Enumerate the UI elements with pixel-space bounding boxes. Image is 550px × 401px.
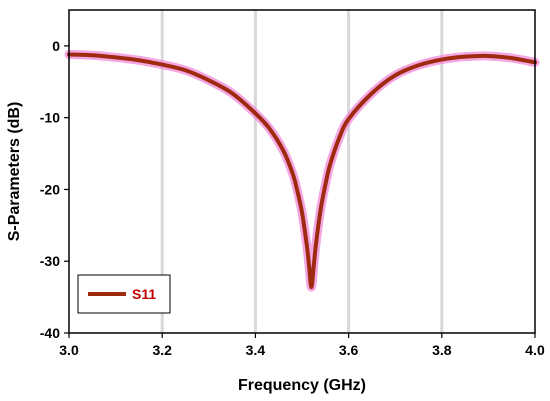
legend: S11 xyxy=(77,274,171,314)
x-tick-label: 3.4 xyxy=(246,342,266,358)
grid-lines xyxy=(160,10,444,333)
series-line-s11 xyxy=(67,52,537,290)
y-axis-title: S-Parameters (dB) xyxy=(6,102,23,242)
x-tick-label: 3.0 xyxy=(59,342,79,358)
x-tick-label: 3.2 xyxy=(152,342,172,358)
y-tick-label: -30 xyxy=(40,253,60,269)
series-glow-layer xyxy=(64,50,540,292)
y-tick-label: -10 xyxy=(40,110,60,126)
y-tick-label: 0 xyxy=(52,38,60,54)
x-tick-label: 4.0 xyxy=(525,342,545,358)
legend-label-s11: S11 xyxy=(132,286,156,302)
x-axis-title: Frequency (GHz) xyxy=(238,377,366,394)
series-line-layer xyxy=(67,52,537,290)
y-tick-label: -20 xyxy=(40,181,60,197)
x-tick-label: 3.8 xyxy=(432,342,452,358)
axis-ticks: 3.0 3.2 3.4 3.6 3.8 4.0 0 -10 -20 -30 -40 xyxy=(40,38,545,358)
series-glow-s11 xyxy=(64,50,540,292)
plot-frame xyxy=(68,9,536,334)
y-tick-label: -40 xyxy=(40,325,60,341)
x-tick-label: 3.6 xyxy=(339,342,359,358)
